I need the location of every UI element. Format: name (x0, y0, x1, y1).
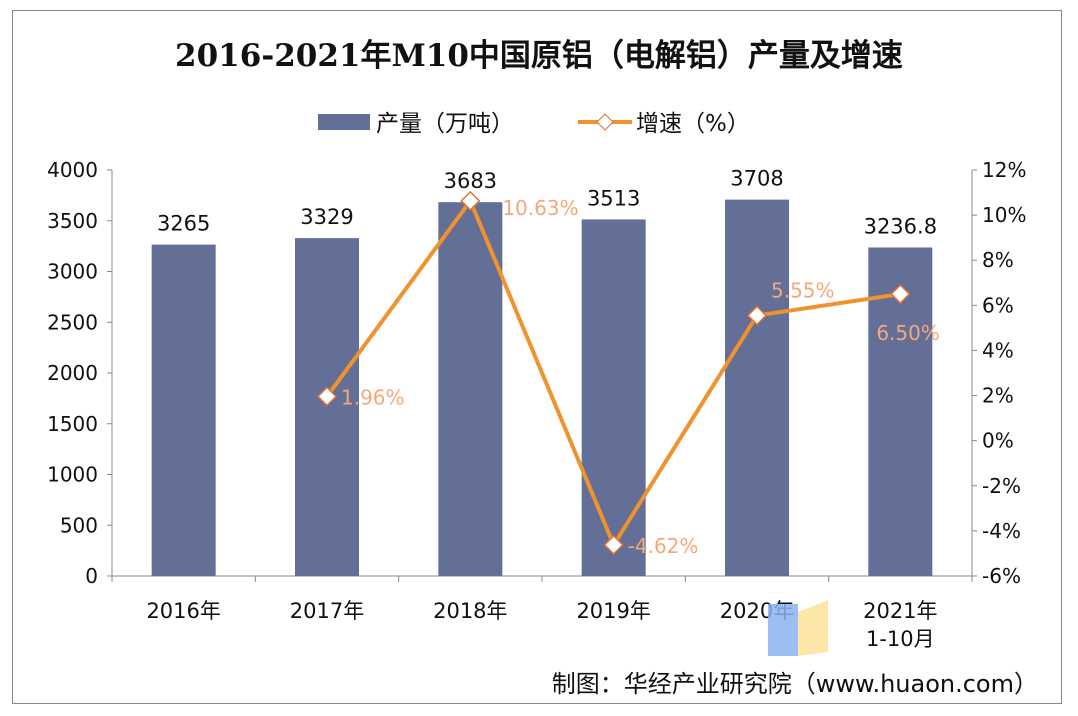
x-tick-label: 2021年 (863, 599, 937, 623)
right-tick-label: -4% (982, 519, 1021, 543)
right-tick-label: 0% (982, 429, 1014, 453)
line-marker (460, 190, 481, 211)
bar-data-label: 3265 (157, 212, 210, 236)
bar-data-label: 3236.8 (864, 214, 937, 238)
left-tick-label: 2000 (47, 361, 98, 385)
bar-data-label: 3683 (444, 169, 497, 193)
right-tick-label: 2% (982, 384, 1014, 408)
right-tick-label: 6% (982, 293, 1014, 317)
right-tick-label: 12% (982, 158, 1026, 182)
source-note: 制图：华经产业研究院（www.huaon.com） (551, 670, 1038, 698)
line-data-label: -4.62% (628, 534, 699, 558)
left-tick-label: 1500 (47, 412, 98, 436)
right-tick-label: -2% (982, 474, 1021, 498)
right-tick-label: 8% (982, 248, 1014, 272)
chart-title: 2016-2021年M10中国原铝（电解铝）产量及增速 (175, 38, 903, 74)
line-marker (316, 386, 338, 407)
left-tick-label: 3500 (47, 209, 98, 233)
line-data-label: 6.50% (876, 321, 940, 345)
bar-data-label: 3329 (300, 205, 353, 229)
line-data-label: 5.55% (771, 278, 835, 302)
line-marker (603, 534, 624, 555)
watermark-logo-blue (768, 604, 798, 656)
left-tick-label: 3000 (47, 260, 98, 284)
bar (295, 238, 359, 576)
right-tick-label: 10% (982, 203, 1026, 227)
line-marker (746, 305, 768, 326)
legend-line-label: 增速（%） (636, 111, 750, 137)
left-tick-label: 500 (60, 513, 98, 537)
x-tick-label: 2016年 (146, 599, 220, 623)
x-tick-label: 2018年 (433, 599, 507, 623)
x-tick-label: 1-10月 (866, 627, 935, 651)
left-tick-label: 0 (85, 564, 98, 588)
bar (725, 199, 789, 576)
watermark-logo-yellow (798, 600, 828, 656)
right-tick-label: 4% (982, 338, 1014, 362)
left-tick-label: 4000 (47, 158, 98, 182)
bar-data-label: 3513 (587, 186, 640, 210)
bar (151, 244, 216, 577)
x-tick-label: 2019年 (576, 599, 650, 623)
bar (581, 219, 646, 577)
legend-line-marker (596, 113, 614, 131)
bar-data-label: 3708 (730, 167, 783, 191)
x-tick-label: 2017年 (290, 599, 364, 623)
left-tick-label: 1000 (47, 463, 98, 487)
chart-frame (12, 10, 1062, 704)
bar (438, 202, 503, 576)
line-data-label: 10.63% (502, 196, 578, 220)
legend-bar-label: 产量（万吨） (376, 111, 514, 137)
left-tick-label: 2500 (47, 310, 98, 334)
line-marker (890, 283, 911, 305)
line-data-label: 1.96% (341, 385, 405, 409)
legend-bar-swatch (318, 114, 370, 130)
right-tick-label: -6% (982, 564, 1021, 588)
